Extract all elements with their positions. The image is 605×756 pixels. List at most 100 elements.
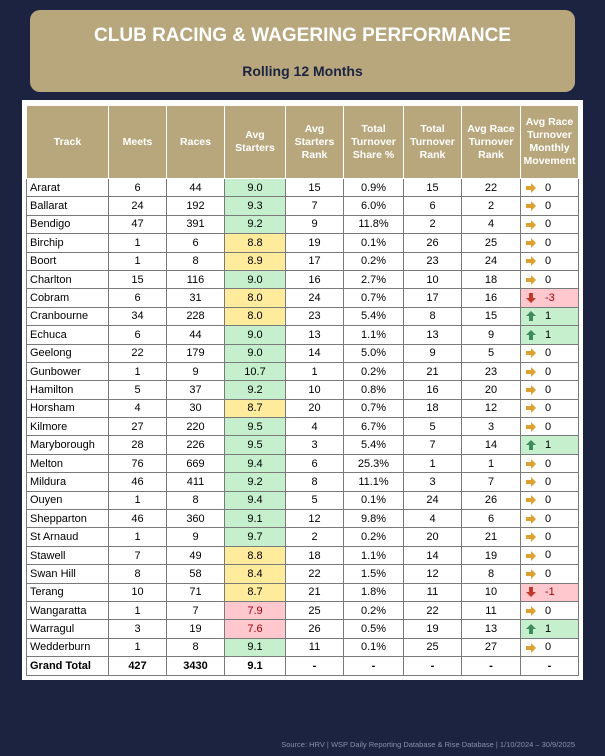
column-header: Track xyxy=(26,105,109,179)
movement-value: -1 xyxy=(545,586,555,599)
cell: 26 xyxy=(461,490,521,511)
cell: 1 xyxy=(285,361,344,382)
cell: 25.3% xyxy=(343,453,404,474)
movement-value: 0 xyxy=(545,457,552,470)
movement-icon xyxy=(526,182,536,193)
cell: 1 xyxy=(520,619,579,639)
cell: 0 xyxy=(520,361,579,382)
cell: 23 xyxy=(461,361,521,382)
cell: 1 xyxy=(108,600,167,621)
movement-value: 0 xyxy=(545,181,552,194)
cell: 179 xyxy=(166,343,225,363)
track-cell: Wangaratta xyxy=(26,600,109,621)
cell: 0 xyxy=(520,398,579,419)
cell: 28 xyxy=(108,435,167,455)
cell: 9 xyxy=(166,361,225,382)
total-row: Grand Total 427 3430 9.1- - - - - xyxy=(26,656,579,676)
data-row: Ouyen 1 8 9.4 5 0.1% 24 26 0 xyxy=(26,490,579,511)
cell: 34 xyxy=(108,306,167,327)
cell: 8.9 xyxy=(224,251,286,271)
data-row: Ballarat 24 192 9.3 7 6.0% 6 2 0 xyxy=(26,196,579,216)
track-cell: Echuca xyxy=(26,325,109,345)
cell: 6 xyxy=(285,453,344,474)
track-cell: Maryborough xyxy=(26,435,109,455)
data-row: Boort 1 8 8.9 17 0.2% 23 24 0 xyxy=(26,251,579,271)
movement-value: 0 xyxy=(545,255,552,268)
cell: 9.5 xyxy=(224,417,286,437)
cell: 46 xyxy=(108,472,167,492)
movement-icon xyxy=(526,274,536,285)
cell: 8.8 xyxy=(224,233,286,253)
movement-icon xyxy=(526,476,536,487)
cell: 19 xyxy=(285,233,344,253)
data-row: Birchip 1 6 8.8 19 0.1% 26 25 0 xyxy=(26,233,579,253)
track-cell: Birchip xyxy=(26,233,109,253)
cell: 22 xyxy=(285,564,344,584)
cell: 6 xyxy=(166,233,225,253)
cell: 15 xyxy=(403,177,462,198)
source-note: Source: HRV | WSP Daily Reporting Databa… xyxy=(281,740,575,749)
data-row: Cobram 6 31 8.0 24 0.7% 17 16 -3 xyxy=(26,288,579,308)
movement-value: 0 xyxy=(545,273,552,286)
cell: 30 xyxy=(166,398,225,419)
track-cell: Kilmore xyxy=(26,417,109,437)
cell: 0.2% xyxy=(343,361,404,382)
cell: 0.7% xyxy=(343,288,404,308)
movement-value: 0 xyxy=(545,494,552,507)
cell: 0 xyxy=(520,509,579,529)
cell: 22 xyxy=(108,343,167,363)
cell: 12 xyxy=(285,509,344,529)
cell: -3 xyxy=(520,288,579,308)
cell: 5 xyxy=(285,490,344,511)
movement-icon xyxy=(526,495,536,506)
cell: 8.8 xyxy=(224,545,286,566)
track-cell: St Arnaud xyxy=(26,527,109,547)
cell: 20 xyxy=(285,398,344,419)
cell: 27 xyxy=(461,637,521,658)
cell: 9 xyxy=(461,325,521,345)
cell: 1.1% xyxy=(343,325,404,345)
cell: 0 xyxy=(520,214,579,235)
column-header: Avg Race Turnover Monthly Movement xyxy=(520,105,579,179)
cell: 7 xyxy=(108,545,167,566)
cell: 12 xyxy=(461,398,521,419)
data-row: Melton 76 669 9.4 6 25.3% 1 1 0 xyxy=(26,453,579,474)
cell: 1 xyxy=(108,361,167,382)
movement-icon xyxy=(526,458,536,469)
data-row: Stawell 7 49 8.8 18 1.1% 14 19 0 xyxy=(26,545,579,566)
data-row: Hamilton 5 37 9.2 10 0.8% 16 20 0 xyxy=(26,380,579,400)
cell: 7.9 xyxy=(224,600,286,621)
cell: 1 xyxy=(520,325,579,345)
column-header: Total Turnover Rank xyxy=(403,105,462,179)
cell: 9.0 xyxy=(224,177,286,198)
cell: 13 xyxy=(461,619,521,639)
cell: 411 xyxy=(166,472,225,492)
cell: 13 xyxy=(285,325,344,345)
cell: 16 xyxy=(403,380,462,400)
cell: 8 xyxy=(166,637,225,658)
movement-icon xyxy=(526,421,536,432)
cell: 226 xyxy=(166,435,225,455)
cell: 11.1% xyxy=(343,472,404,492)
movement-icon xyxy=(526,366,536,377)
cell: 14 xyxy=(403,545,462,566)
cell: 0 xyxy=(520,637,579,658)
track-cell: Ballarat xyxy=(26,196,109,216)
cell: 3 xyxy=(108,619,167,639)
cell: 7 xyxy=(461,472,521,492)
movement-value: 0 xyxy=(545,549,552,562)
column-header: Avg Starters xyxy=(224,105,286,179)
cell: 9 xyxy=(166,527,225,547)
cell: 10 xyxy=(461,582,521,602)
cell: 5 xyxy=(403,417,462,437)
cell: 360 xyxy=(166,509,225,529)
movement-value: 0 xyxy=(545,567,552,580)
cell: 427 xyxy=(108,656,167,676)
cell: 1.5% xyxy=(343,564,404,584)
cell: 9.0 xyxy=(224,343,286,363)
movement-value: 0 xyxy=(545,347,552,360)
data-row: Ararat 6 44 9.0 15 0.9% 15 22 0 xyxy=(26,177,579,198)
cell: 11 xyxy=(285,637,344,658)
cell: 0.1% xyxy=(343,233,404,253)
cell: 5.4% xyxy=(343,306,404,327)
